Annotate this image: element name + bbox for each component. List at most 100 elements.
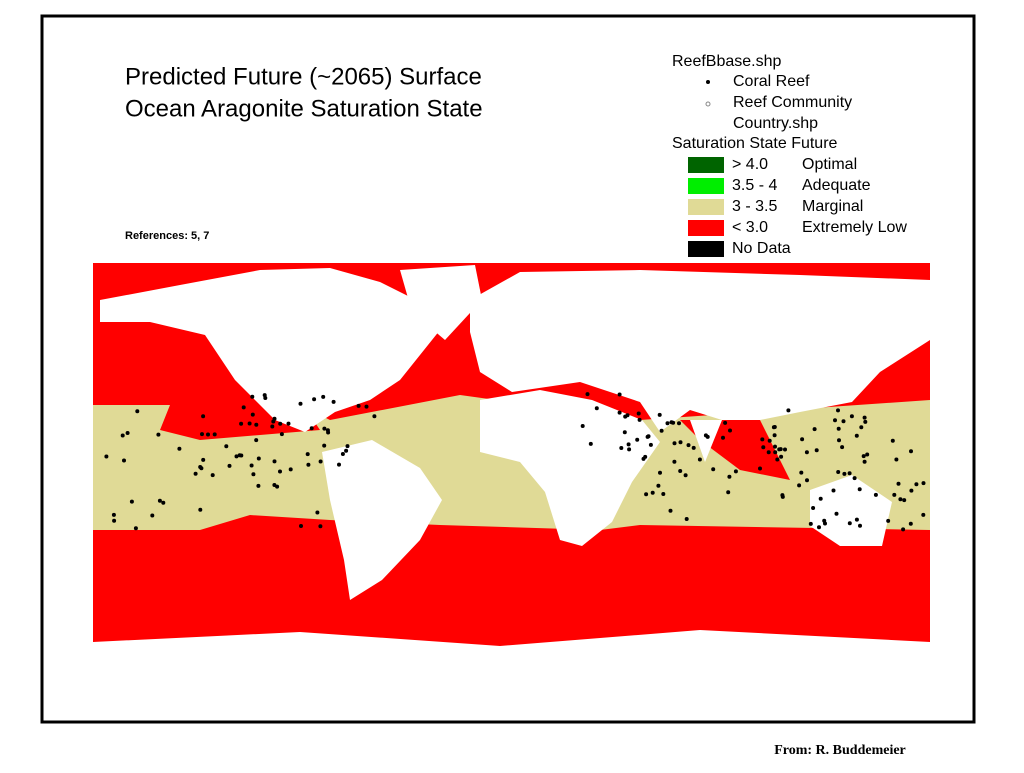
reef-point xyxy=(648,442,653,447)
reef-point xyxy=(239,421,244,426)
reef-point xyxy=(812,427,817,432)
reef-point xyxy=(270,424,275,429)
reef-point xyxy=(286,421,291,426)
reef-point xyxy=(585,392,590,397)
reef-point xyxy=(588,441,593,446)
reef-point xyxy=(847,521,852,526)
reef-point xyxy=(859,425,864,430)
reef-point xyxy=(683,473,688,478)
reef-point xyxy=(198,507,203,512)
reef-point xyxy=(678,469,683,473)
reef-point xyxy=(779,454,784,459)
reef-point xyxy=(250,394,255,399)
reef-point xyxy=(852,476,857,481)
reef-point xyxy=(256,456,261,461)
legend-range: > 4.0 xyxy=(732,156,768,173)
reef-point xyxy=(841,419,846,424)
reef-point xyxy=(239,453,244,458)
reef-point xyxy=(777,447,782,452)
reef-point xyxy=(288,467,293,472)
reef-point xyxy=(112,518,117,523)
reef-point xyxy=(727,474,732,479)
reef-point xyxy=(337,462,341,467)
reef-point xyxy=(831,488,836,493)
reef-point xyxy=(814,448,819,453)
reef-point xyxy=(227,463,232,468)
reef-point xyxy=(711,467,716,472)
reef-point xyxy=(200,432,204,437)
land xyxy=(93,265,930,672)
reef-point xyxy=(728,428,732,433)
reef-point xyxy=(668,508,673,513)
legend-symbol xyxy=(705,101,711,107)
reef-point xyxy=(723,420,728,425)
legend-label: No Data xyxy=(732,240,791,257)
reef-point xyxy=(886,518,891,523)
reef-point xyxy=(840,445,845,450)
reef-point xyxy=(617,392,622,397)
legend-swatch xyxy=(688,178,724,194)
reef-point xyxy=(241,405,246,410)
legend-swatch xyxy=(688,157,724,173)
legend-symbol xyxy=(706,80,710,84)
reef-point xyxy=(678,440,683,445)
reef-point xyxy=(862,459,867,464)
title-line: Ocean Aragonite Saturation State xyxy=(125,95,483,122)
reef-point xyxy=(272,416,277,421)
reef-point xyxy=(773,450,778,455)
reef-point xyxy=(665,421,670,426)
reef-point xyxy=(256,483,261,488)
reef-point xyxy=(637,417,642,422)
reef-point xyxy=(862,415,867,420)
legend: ReefBbase.shp Coral Reef Reef Community … xyxy=(672,53,907,257)
reef-point xyxy=(644,492,649,497)
reef-point xyxy=(817,525,821,530)
reef-point xyxy=(658,470,662,475)
reef-point xyxy=(646,434,651,439)
title-line: Predicted Future (~2065) Surface xyxy=(125,63,482,90)
reef-point xyxy=(250,412,255,417)
legend-label: Optimal xyxy=(802,156,857,173)
reef-point xyxy=(691,445,696,450)
reef-point xyxy=(861,454,866,459)
reef-point xyxy=(767,438,772,443)
reef-point xyxy=(193,471,198,476)
reef-point xyxy=(833,418,837,423)
reef-point xyxy=(321,394,326,399)
reef-point xyxy=(206,432,210,437)
layer-name: Country.shp xyxy=(733,115,818,132)
reef-point xyxy=(921,512,926,517)
reef-point xyxy=(894,457,899,462)
reef-point xyxy=(299,524,303,528)
reef-point xyxy=(834,511,839,516)
reef-point xyxy=(672,441,677,446)
reef-point xyxy=(672,459,677,464)
reef-point xyxy=(322,443,327,448)
reef-point xyxy=(279,432,284,437)
reef-point xyxy=(331,399,336,404)
reef-point xyxy=(804,450,809,455)
reef-point xyxy=(836,408,840,413)
reef-point xyxy=(201,457,206,462)
reef-point xyxy=(766,450,771,455)
reef-point xyxy=(799,470,804,475)
reef-point xyxy=(125,431,130,435)
reef-point xyxy=(318,459,323,464)
reef-point xyxy=(340,452,345,456)
footer: From: R. Buddemeier xyxy=(774,743,906,758)
reef-point xyxy=(783,447,787,452)
reef-point xyxy=(254,422,259,427)
reef-point xyxy=(356,403,361,408)
reef-point xyxy=(760,437,765,442)
reef-point xyxy=(298,401,303,406)
reef-point xyxy=(836,426,841,431)
reef-point xyxy=(212,432,217,437)
legend-range: < 3.0 xyxy=(732,219,768,236)
reef-point xyxy=(157,498,162,503)
reef-point xyxy=(902,498,907,503)
reef-point xyxy=(623,414,628,419)
reef-point xyxy=(857,487,862,492)
reef-point xyxy=(901,527,906,532)
reef-point xyxy=(811,506,816,510)
reef-point xyxy=(772,433,777,438)
